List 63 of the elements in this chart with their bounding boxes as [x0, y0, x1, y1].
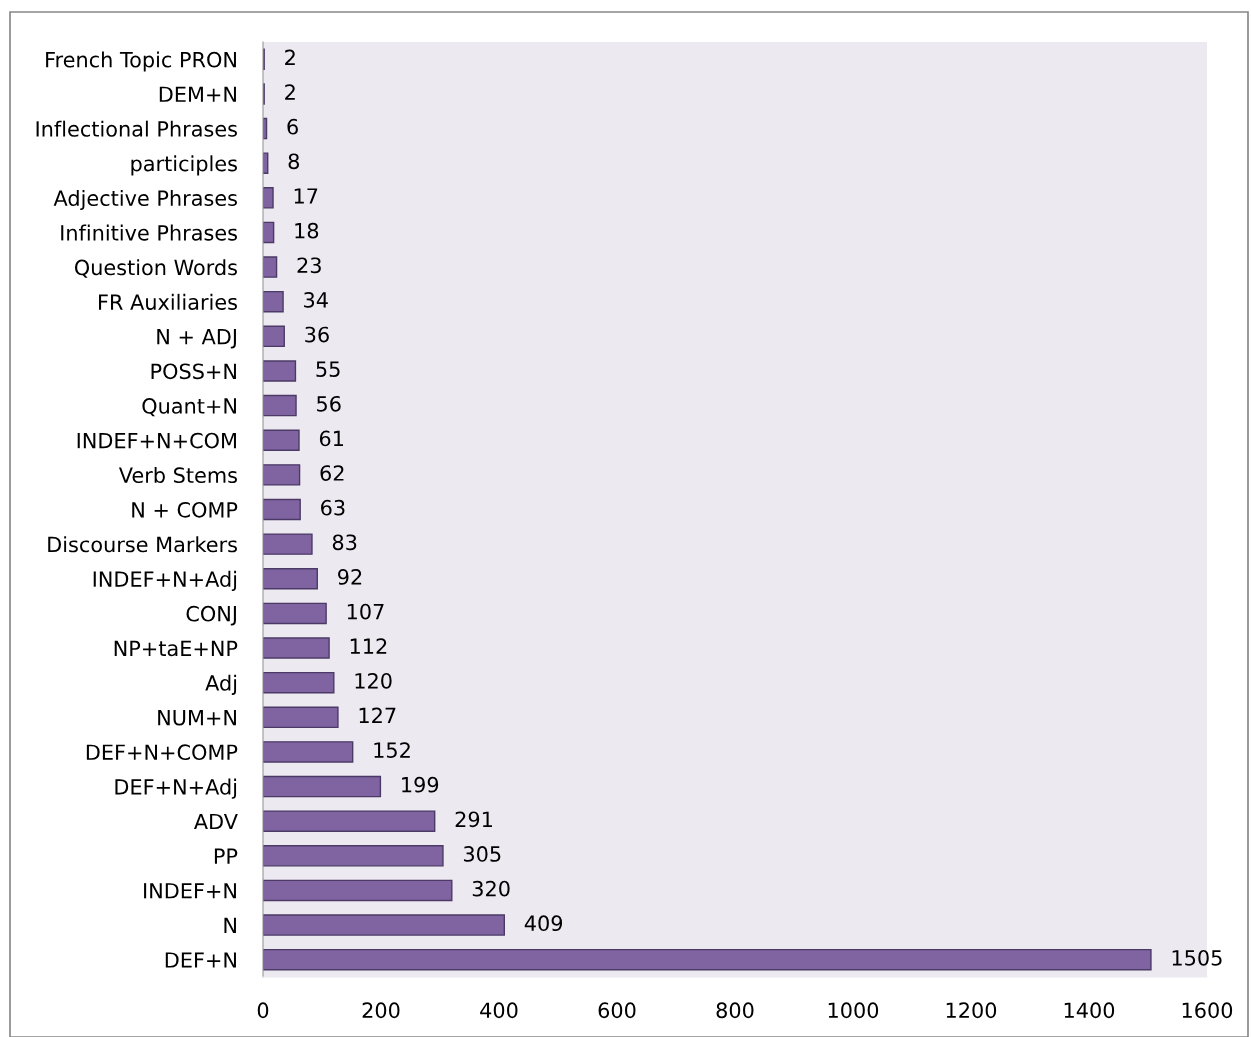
data-label: 17 [294, 188, 318, 204]
data-label: 1505 [1172, 949, 1222, 966]
y-tick-label: CONJ [186, 605, 236, 626]
y-tick-label: Verb Stems [118, 466, 237, 484]
y-tick-label: Adjective Phrases [53, 189, 237, 211]
y-tick-label: DEF+N+COMP [86, 744, 238, 761]
data-label: 92 [338, 569, 362, 585]
data-label: 23 [297, 257, 321, 274]
x-tick-label: 400 [480, 1002, 518, 1019]
data-label: 6 [287, 118, 298, 135]
x-tick-label: 1600 [1182, 1002, 1233, 1019]
data-label: 62 [320, 465, 344, 481]
data-label: 2 [285, 49, 295, 66]
y-tick-label: Question Words [74, 259, 237, 278]
y-tick-label: N [224, 917, 236, 933]
data-label: 63 [321, 499, 345, 516]
y-tick-label: DEM+N [159, 86, 236, 102]
y-tick-label: Adj [205, 674, 237, 695]
data-label: 127 [359, 707, 396, 724]
data-label: 56 [317, 395, 341, 412]
data-label: 112 [350, 638, 387, 654]
y-tick-label: French Topic PRON [46, 51, 236, 72]
data-label: 18 [295, 222, 319, 239]
y-tick-label: Quant+N [142, 398, 236, 417]
y-tick-label: DEF+N+Adj [115, 778, 237, 799]
x-tick-label: 1200 [946, 1002, 997, 1019]
data-label: 120 [355, 672, 392, 689]
y-tick-label: INDEF+N+COM [77, 432, 236, 449]
data-label: 107 [347, 603, 384, 620]
data-label: 34 [304, 292, 328, 308]
data-label: 83 [332, 534, 357, 551]
x-tick-label: 200 [362, 1002, 400, 1019]
data-label: 305 [463, 846, 501, 862]
data-label: 2 [285, 84, 295, 100]
y-tick-label: DEF+N [165, 952, 236, 968]
y-tick-label: NUM+N [158, 710, 236, 726]
x-tick-label: 1400 [1064, 1002, 1115, 1019]
x-tick-label: 800 [716, 1002, 754, 1019]
y-tick-label: FR Auxiliaries [99, 293, 237, 310]
y-tick-label: INDEF+N+Adj [93, 570, 237, 592]
data-label: 320 [472, 880, 510, 897]
data-label: 152 [374, 742, 410, 758]
y-tick-label: N + ADJ [157, 329, 236, 349]
x-tick-label: 600 [598, 1002, 636, 1019]
x-tick-label: 1000 [828, 1002, 879, 1019]
y-tick-label: PP [214, 848, 238, 864]
y-tick-label: POSS+N [151, 363, 236, 380]
data-label: 36 [305, 326, 329, 343]
x-tick-label: 0 [257, 1002, 269, 1019]
data-label: 291 [455, 811, 492, 828]
y-tick-label: N + COMP [132, 501, 238, 518]
data-label: 8 [288, 153, 299, 170]
y-tick-label: participles [131, 155, 237, 176]
y-tick-label: ADV [193, 813, 238, 830]
data-label: 55 [316, 361, 340, 378]
y-tick-label: Infinitive Phrases [61, 224, 237, 241]
y-tick-label: NP+taE+NP [114, 640, 238, 657]
y-tick-label: Discourse Markers [48, 536, 237, 553]
data-label: 61 [319, 430, 344, 447]
data-label: 199 [402, 776, 439, 793]
data-label: 409 [524, 915, 563, 932]
y-tick-label: INDEF+N [144, 883, 236, 899]
y-tick-label: Inflectional Phrases [36, 120, 237, 137]
